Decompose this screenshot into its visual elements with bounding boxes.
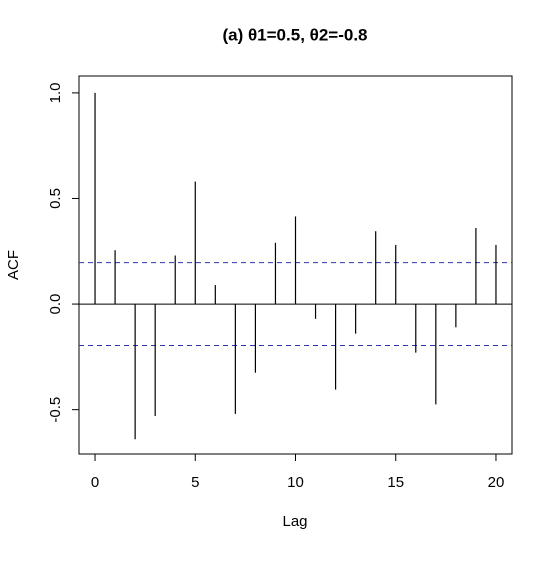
x-tick-label: 5	[191, 474, 199, 491]
x-tick-label: 15	[387, 474, 404, 491]
x-axis-label: Lag	[282, 513, 307, 530]
chart-title: (a) θ1=0.5, θ2=-0.8	[222, 25, 367, 44]
y-tick-label: 1.0	[47, 82, 64, 103]
x-tick-label: 10	[287, 474, 304, 491]
y-tick-label: 0.0	[47, 294, 64, 315]
x-tick-label: 20	[488, 474, 505, 491]
x-tick-label: 0	[91, 474, 99, 491]
y-axis-label: ACF	[5, 250, 22, 280]
y-tick-label: 0.5	[47, 188, 64, 209]
y-tick-label: -0.5	[47, 397, 64, 423]
